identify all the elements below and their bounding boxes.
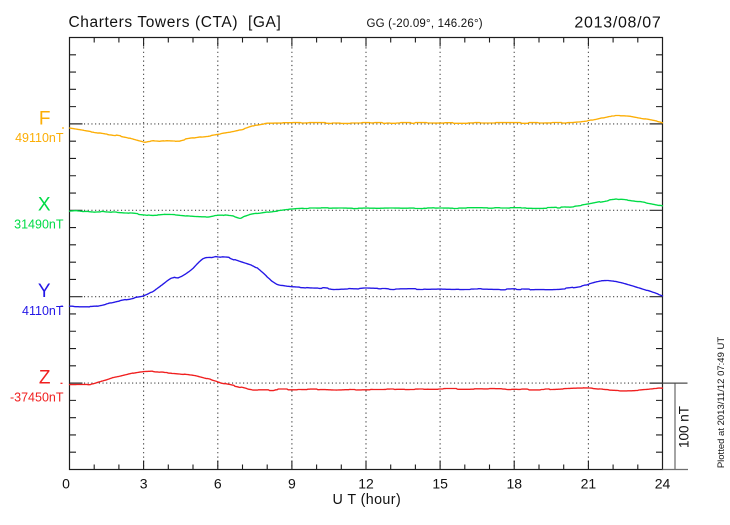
svg-text:49110nT: 49110nT	[15, 131, 64, 145]
svg-text:15: 15	[432, 475, 448, 491]
svg-text:Charters Towers (CTA) [GA]: Charters Towers (CTA) [GA]	[69, 14, 282, 31]
svg-text:31490nT: 31490nT	[14, 218, 64, 232]
svg-text:Z: Z	[39, 368, 51, 389]
svg-text:100 nT: 100 nT	[677, 406, 692, 448]
svg-text:6: 6	[214, 475, 222, 491]
svg-text:X: X	[38, 195, 51, 216]
svg-text:-37450nT: -37450nT	[10, 390, 64, 404]
svg-text:4110nT: 4110nT	[22, 304, 64, 318]
svg-text:0: 0	[62, 475, 70, 491]
svg-text:Plotted at 2013/11/12 07:49 UT: Plotted at 2013/11/12 07:49 UT	[716, 337, 727, 469]
svg-text:12: 12	[358, 475, 374, 491]
svg-text:9: 9	[288, 475, 296, 491]
svg-text:18: 18	[506, 475, 522, 491]
svg-text:2013/08/07: 2013/08/07	[574, 14, 661, 31]
svg-text:21: 21	[581, 475, 597, 491]
svg-text:3: 3	[140, 475, 148, 491]
svg-text:F: F	[39, 108, 51, 129]
svg-text:Y: Y	[38, 281, 51, 302]
svg-text:24: 24	[655, 475, 671, 491]
svg-text:GG (-20.09°, 146.26°): GG (-20.09°, 146.26°)	[367, 18, 483, 30]
svg-text:U T (hour): U T (hour)	[332, 492, 401, 508]
